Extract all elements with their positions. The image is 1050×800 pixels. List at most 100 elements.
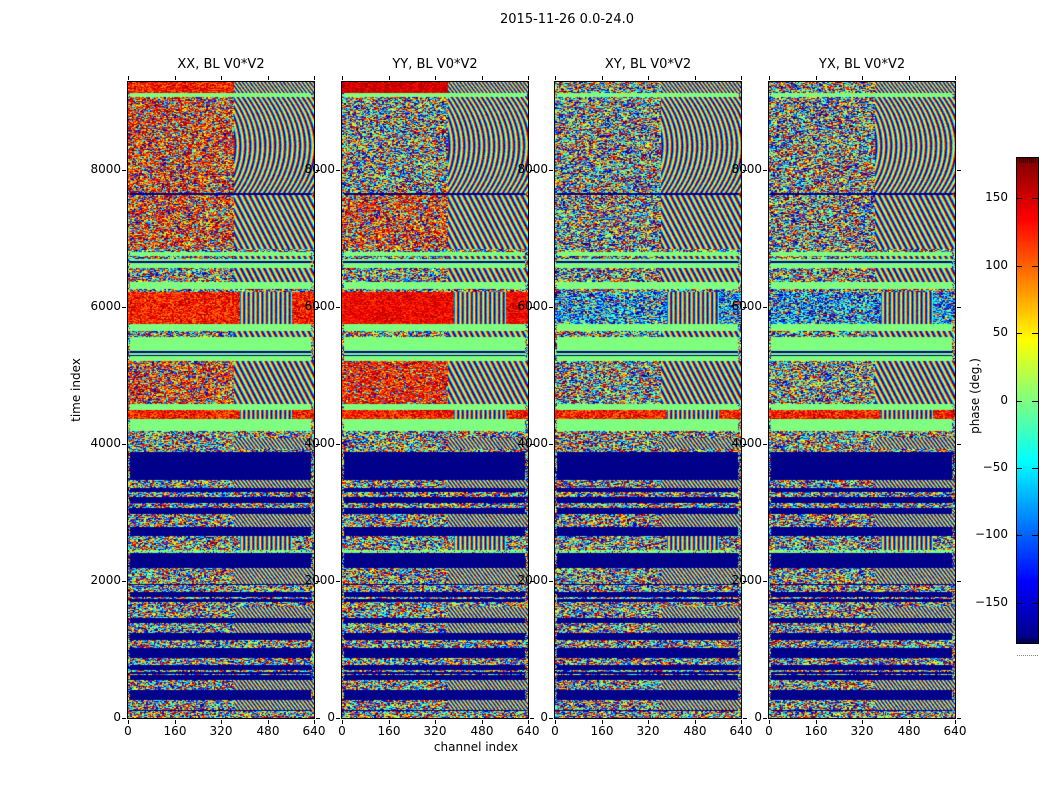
- x-tick-mark: [128, 720, 129, 724]
- colorbar-underline-dots: [1017, 655, 1038, 656]
- x-tick-label: 640: [516, 724, 540, 738]
- x-tick-mark: [389, 76, 390, 80]
- x-axis-label: channel index: [433, 740, 519, 754]
- y-tick-mark: [549, 444, 553, 445]
- x-tick-mark: [528, 720, 529, 724]
- x-tick-label: 320: [636, 724, 660, 738]
- y-tick-mark: [530, 307, 534, 308]
- x-tick-mark: [862, 720, 863, 724]
- x-tick-mark: [175, 76, 176, 80]
- y-tick-label: 0: [540, 710, 548, 724]
- x-tick-mark: [268, 76, 269, 80]
- x-tick-mark: [909, 720, 910, 724]
- x-tick-label: 0: [551, 724, 559, 738]
- y-tick-label: 8000: [90, 162, 121, 176]
- y-tick-mark: [122, 718, 126, 719]
- heatmap-panel-xy: [554, 81, 742, 719]
- x-tick-mark: [435, 720, 436, 724]
- colorbar-tick-label: −50: [982, 460, 1008, 474]
- y-tick-mark: [743, 581, 747, 582]
- figure-title: 2015-11-26 0.0-24.0: [500, 12, 634, 27]
- y-tick-label: 6000: [517, 299, 548, 313]
- y-tick-mark: [530, 170, 534, 171]
- panel-title-yy: YY, BL V0*V2: [392, 57, 478, 72]
- y-tick-mark: [336, 718, 340, 719]
- y-tick-label: 8000: [304, 162, 335, 176]
- x-tick-mark: [769, 720, 770, 724]
- colorbar-tick-mark: [1016, 535, 1022, 536]
- x-tick-mark: [602, 76, 603, 80]
- colorbar-tick-mark: [1016, 401, 1022, 402]
- heatmap-image-yx: [769, 82, 955, 718]
- colorbar-tick-mark: [1032, 603, 1038, 604]
- y-tick-mark: [530, 718, 534, 719]
- x-tick-mark: [695, 720, 696, 724]
- x-tick-mark: [909, 76, 910, 80]
- x-tick-mark: [741, 76, 742, 80]
- y-tick-mark: [122, 444, 126, 445]
- x-tick-mark: [342, 76, 343, 80]
- colorbar-gradient: [1017, 158, 1038, 643]
- x-tick-mark: [648, 720, 649, 724]
- y-tick-mark: [549, 170, 553, 171]
- x-tick-mark: [648, 76, 649, 80]
- x-tick-label: 0: [338, 724, 346, 738]
- colorbar-tick-mark: [1016, 468, 1022, 469]
- y-tick-label: 6000: [90, 299, 121, 313]
- y-tick-mark: [743, 718, 747, 719]
- y-tick-label: 4000: [304, 436, 335, 450]
- y-tick-label: 2000: [731, 573, 762, 587]
- y-tick-mark: [743, 307, 747, 308]
- heatmap-image-xx: [128, 82, 314, 718]
- x-tick-label: 480: [470, 724, 494, 738]
- x-tick-mark: [314, 76, 315, 80]
- x-tick-mark: [389, 720, 390, 724]
- x-tick-mark: [555, 76, 556, 80]
- y-tick-label: 2000: [304, 573, 335, 587]
- x-tick-mark: [342, 720, 343, 724]
- y-tick-label: 4000: [90, 436, 121, 450]
- colorbar-tick-mark: [1016, 603, 1022, 604]
- x-tick-mark: [955, 720, 956, 724]
- colorbar-tick-mark: [1032, 535, 1038, 536]
- heatmap-image-yy: [342, 82, 528, 718]
- y-tick-mark: [549, 307, 553, 308]
- heatmap-panel-xx: [127, 81, 315, 719]
- x-tick-label: 480: [683, 724, 707, 738]
- x-tick-mark: [816, 76, 817, 80]
- y-tick-mark: [316, 581, 320, 582]
- y-tick-mark: [122, 307, 126, 308]
- y-tick-mark: [530, 444, 534, 445]
- colorbar-tick-label: 50: [992, 325, 1008, 339]
- y-tick-mark: [957, 170, 961, 171]
- y-tick-mark: [316, 307, 320, 308]
- y-tick-mark: [316, 444, 320, 445]
- y-tick-mark: [316, 170, 320, 171]
- y-tick-mark: [763, 718, 767, 719]
- y-tick-label: 8000: [731, 162, 762, 176]
- y-tick-mark: [336, 307, 340, 308]
- colorbar-tick-label: 0: [1000, 393, 1008, 407]
- x-tick-label: 160: [590, 724, 614, 738]
- y-tick-label: 2000: [517, 573, 548, 587]
- x-tick-label: 640: [943, 724, 967, 738]
- y-tick-mark: [336, 444, 340, 445]
- colorbar-label: phase (deg.): [968, 358, 982, 434]
- colorbar-tick-mark: [1016, 333, 1022, 334]
- x-tick-mark: [435, 76, 436, 80]
- x-tick-mark: [268, 720, 269, 724]
- heatmap-image-xy: [555, 82, 741, 718]
- x-tick-mark: [816, 720, 817, 724]
- x-tick-mark: [175, 720, 176, 724]
- colorbar-tick-label: 150: [985, 190, 1008, 204]
- x-tick-mark: [955, 76, 956, 80]
- y-tick-mark: [957, 718, 961, 719]
- x-tick-mark: [555, 720, 556, 724]
- x-tick-mark: [769, 76, 770, 80]
- x-tick-mark: [221, 720, 222, 724]
- y-tick-mark: [122, 170, 126, 171]
- x-tick-mark: [741, 720, 742, 724]
- x-tick-label: 640: [729, 724, 753, 738]
- x-tick-mark: [482, 76, 483, 80]
